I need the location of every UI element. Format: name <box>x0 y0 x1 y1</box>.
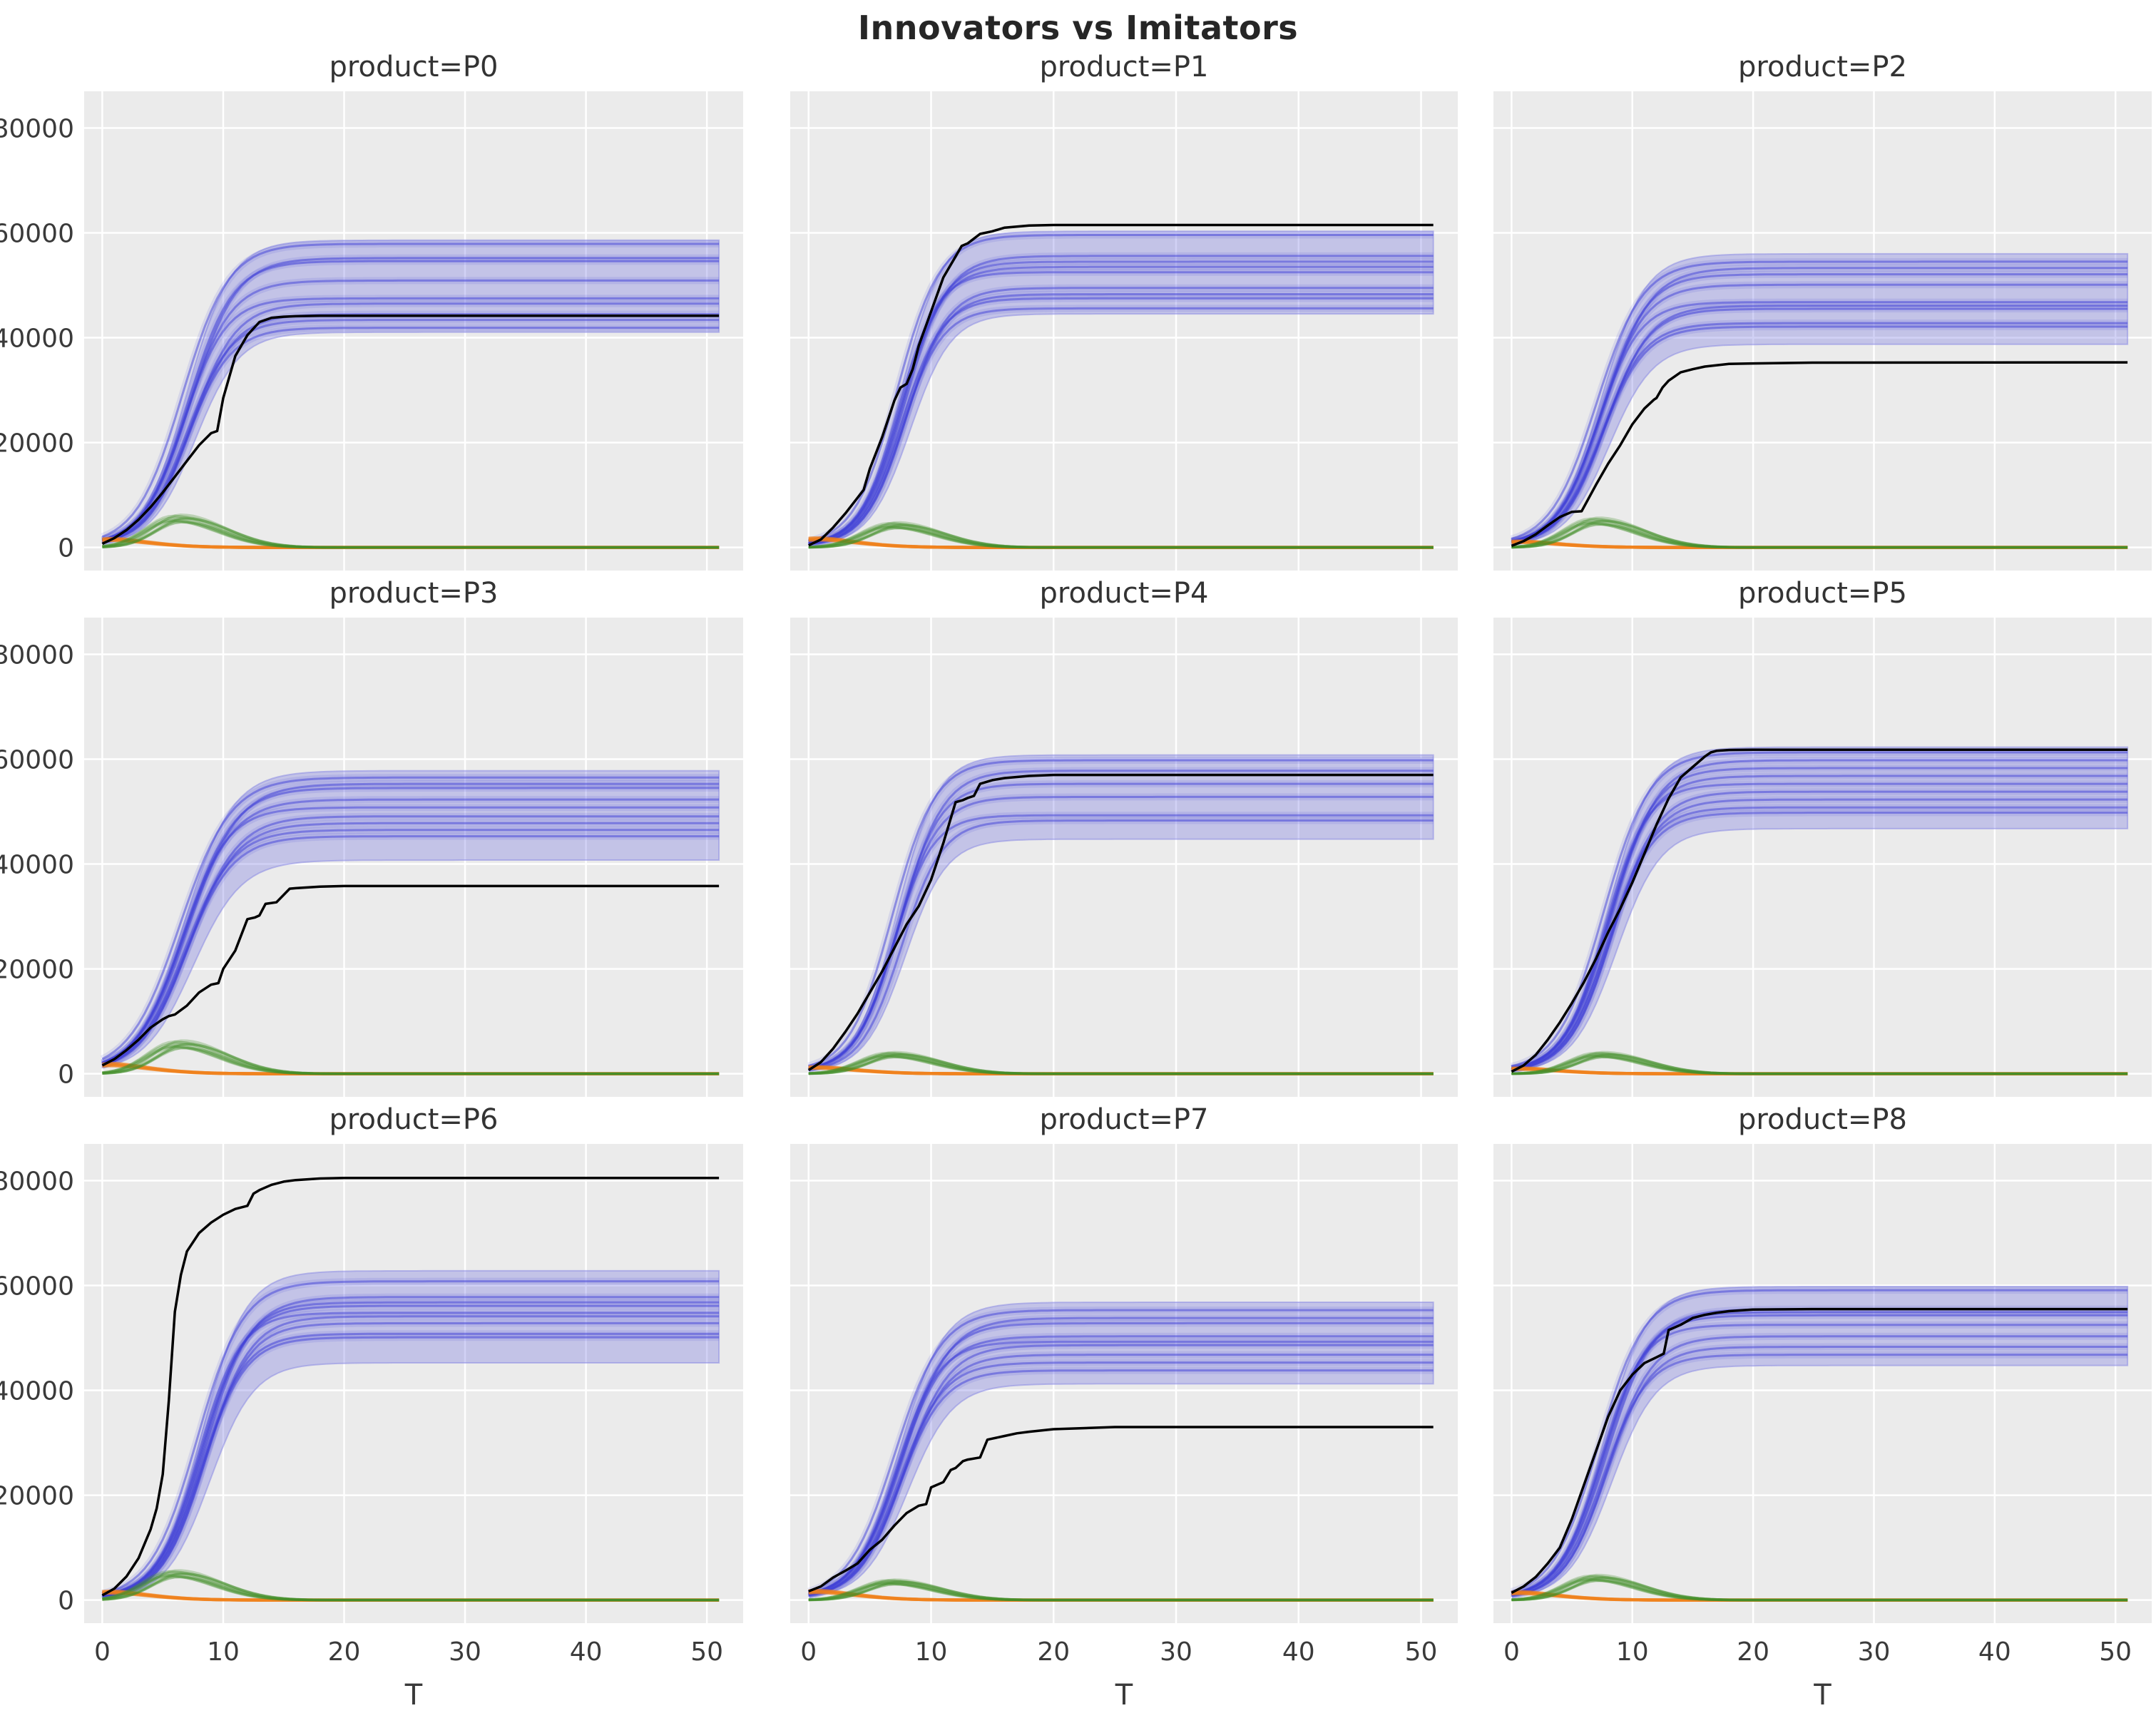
plot-P1 <box>790 91 1458 571</box>
subplot-P4: product=P4 <box>747 575 1462 1101</box>
svg-text:0: 0 <box>800 1637 817 1667</box>
svg-text:40: 40 <box>570 1637 603 1667</box>
plot-P7: 0 10 20 30 40 50 T <box>790 1144 1458 1712</box>
svg-text:0: 0 <box>58 534 74 563</box>
subplot-title-P5: product=P5 <box>1738 577 1907 610</box>
svg-text:40: 40 <box>1282 1637 1315 1667</box>
plot-P6: 0 20000 40000 60000 80000 0 10 20 30 40 50 T <box>0 1144 743 1712</box>
subplot-title-P3: product=P3 <box>329 577 499 610</box>
svg-text:0: 0 <box>94 1637 111 1667</box>
svg-text:60000: 60000 <box>0 1272 74 1302</box>
svg-text:30: 30 <box>1160 1637 1192 1667</box>
svg-text:60000: 60000 <box>0 746 74 775</box>
plot-P0: 0 20000 40000 60000 80000 <box>0 91 743 571</box>
svg-text:20000: 20000 <box>0 956 74 985</box>
subplot-title-P4: product=P4 <box>1039 577 1209 610</box>
svg-text:40: 40 <box>1978 1637 2011 1667</box>
svg-text:20: 20 <box>1037 1637 1070 1667</box>
subplot-grid: product=P0 0 20000 40000 60000 80000 product… <box>0 48 2156 1714</box>
subplot-P6: product=P6 0 20000 40000 60000 80000 0 10 20 30 4… <box>0 1101 747 1714</box>
subplot-P3: product=P3 0 20000 40000 60000 80000 <box>0 575 747 1101</box>
subplot-title-P7: product=P7 <box>1039 1103 1209 1136</box>
subplot-P1: product=P1 <box>747 48 1462 575</box>
svg-text:T: T <box>1813 1679 1831 1712</box>
svg-text:60000: 60000 <box>0 220 74 249</box>
subplot-P8: product=P8 0 10 20 30 40 50 T <box>1462 1101 2156 1714</box>
svg-text:50: 50 <box>2099 1637 2132 1667</box>
svg-text:0: 0 <box>58 1587 74 1616</box>
svg-text:50: 50 <box>1405 1637 1438 1667</box>
subplot-P0: product=P0 0 20000 40000 60000 80000 <box>0 48 747 575</box>
figure-title: Innovators vs Imitators <box>857 9 1299 47</box>
svg-text:0: 0 <box>1503 1637 1520 1667</box>
plot-P4 <box>790 618 1458 1097</box>
subplot-title-P1: product=P1 <box>1039 51 1209 83</box>
svg-text:0: 0 <box>58 1060 74 1090</box>
svg-text:10: 10 <box>1616 1637 1649 1667</box>
plot-P5 <box>1493 618 2152 1097</box>
subplot-title-P8: product=P8 <box>1738 1103 1907 1136</box>
svg-text:20000: 20000 <box>0 429 74 459</box>
subplot-P5: product=P5 <box>1462 575 2156 1101</box>
plot-P8: 0 10 20 30 40 50 T <box>1493 1144 2152 1712</box>
subplot-P2: product=P2 <box>1462 48 2156 575</box>
svg-text:20: 20 <box>1737 1637 1769 1667</box>
svg-text:T: T <box>1115 1679 1133 1712</box>
subplot-title-P2: product=P2 <box>1738 51 1907 83</box>
svg-text:80000: 80000 <box>0 640 74 670</box>
svg-text:30: 30 <box>449 1637 481 1667</box>
subplot-title-P6: product=P6 <box>329 1103 499 1136</box>
svg-text:10: 10 <box>207 1637 240 1667</box>
svg-text:80000: 80000 <box>0 1167 74 1196</box>
subplot-P7: product=P7 0 10 20 30 40 50 T <box>747 1101 1462 1714</box>
svg-text:20000: 20000 <box>0 1482 74 1511</box>
svg-text:80000: 80000 <box>0 114 74 143</box>
svg-text:30: 30 <box>1858 1637 1891 1667</box>
svg-text:20: 20 <box>328 1637 361 1667</box>
svg-text:40000: 40000 <box>0 1377 74 1406</box>
svg-text:40000: 40000 <box>0 324 74 354</box>
svg-text:50: 50 <box>690 1637 723 1667</box>
svg-text:40000: 40000 <box>0 851 74 880</box>
plot-P2 <box>1493 91 2152 571</box>
svg-text:10: 10 <box>915 1637 948 1667</box>
subplot-title-P0: product=P0 <box>329 51 499 83</box>
svg-text:T: T <box>404 1679 423 1712</box>
plot-P3: 0 20000 40000 60000 80000 <box>0 618 743 1097</box>
